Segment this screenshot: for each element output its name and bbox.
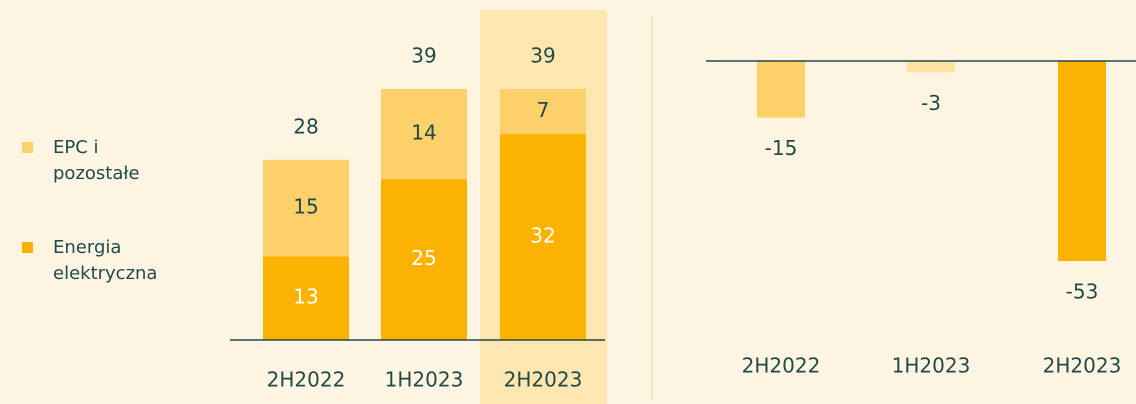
segment-label: 25 (411, 246, 436, 270)
bar (907, 61, 955, 73)
x-tick-label: 1H2023 (892, 354, 971, 378)
legend-item: Energia elektryczna (22, 235, 165, 287)
segment-label: 14 (411, 121, 436, 145)
total-label: 39 (530, 44, 555, 68)
segment-label: 15 (293, 195, 318, 219)
total-label: 28 (293, 114, 318, 138)
legend-swatch (22, 142, 33, 153)
x-tick-label: 1H2023 (385, 368, 464, 392)
segment-label: 32 (530, 224, 555, 248)
x-tick-label: 2H2022 (742, 354, 821, 378)
value-label: -3 (921, 91, 941, 115)
bar-segment (500, 89, 586, 135)
bar (757, 61, 805, 118)
bar-segment (263, 159, 349, 257)
total-label: 39 (411, 44, 436, 68)
segment-label: 7 (537, 98, 550, 122)
value-label: -53 (1066, 280, 1099, 304)
bar-segment (263, 256, 349, 340)
bar-segment (381, 89, 467, 180)
x-tick-label: 2H2023 (1043, 354, 1122, 378)
value-label: -15 (765, 136, 798, 160)
bar-segment (500, 134, 586, 340)
legend-item: EPC i pozostałe (22, 135, 165, 187)
bar (1058, 61, 1106, 261)
x-tick-label: 2H2022 (267, 368, 346, 392)
legend-label: Energia elektryczna (53, 237, 158, 284)
legend-swatch (22, 242, 33, 253)
legend-label: EPC i pozostałe (53, 137, 140, 184)
bar-segment (381, 179, 467, 340)
x-tick-label: 2H2023 (504, 368, 583, 392)
segment-label: 13 (293, 285, 318, 309)
